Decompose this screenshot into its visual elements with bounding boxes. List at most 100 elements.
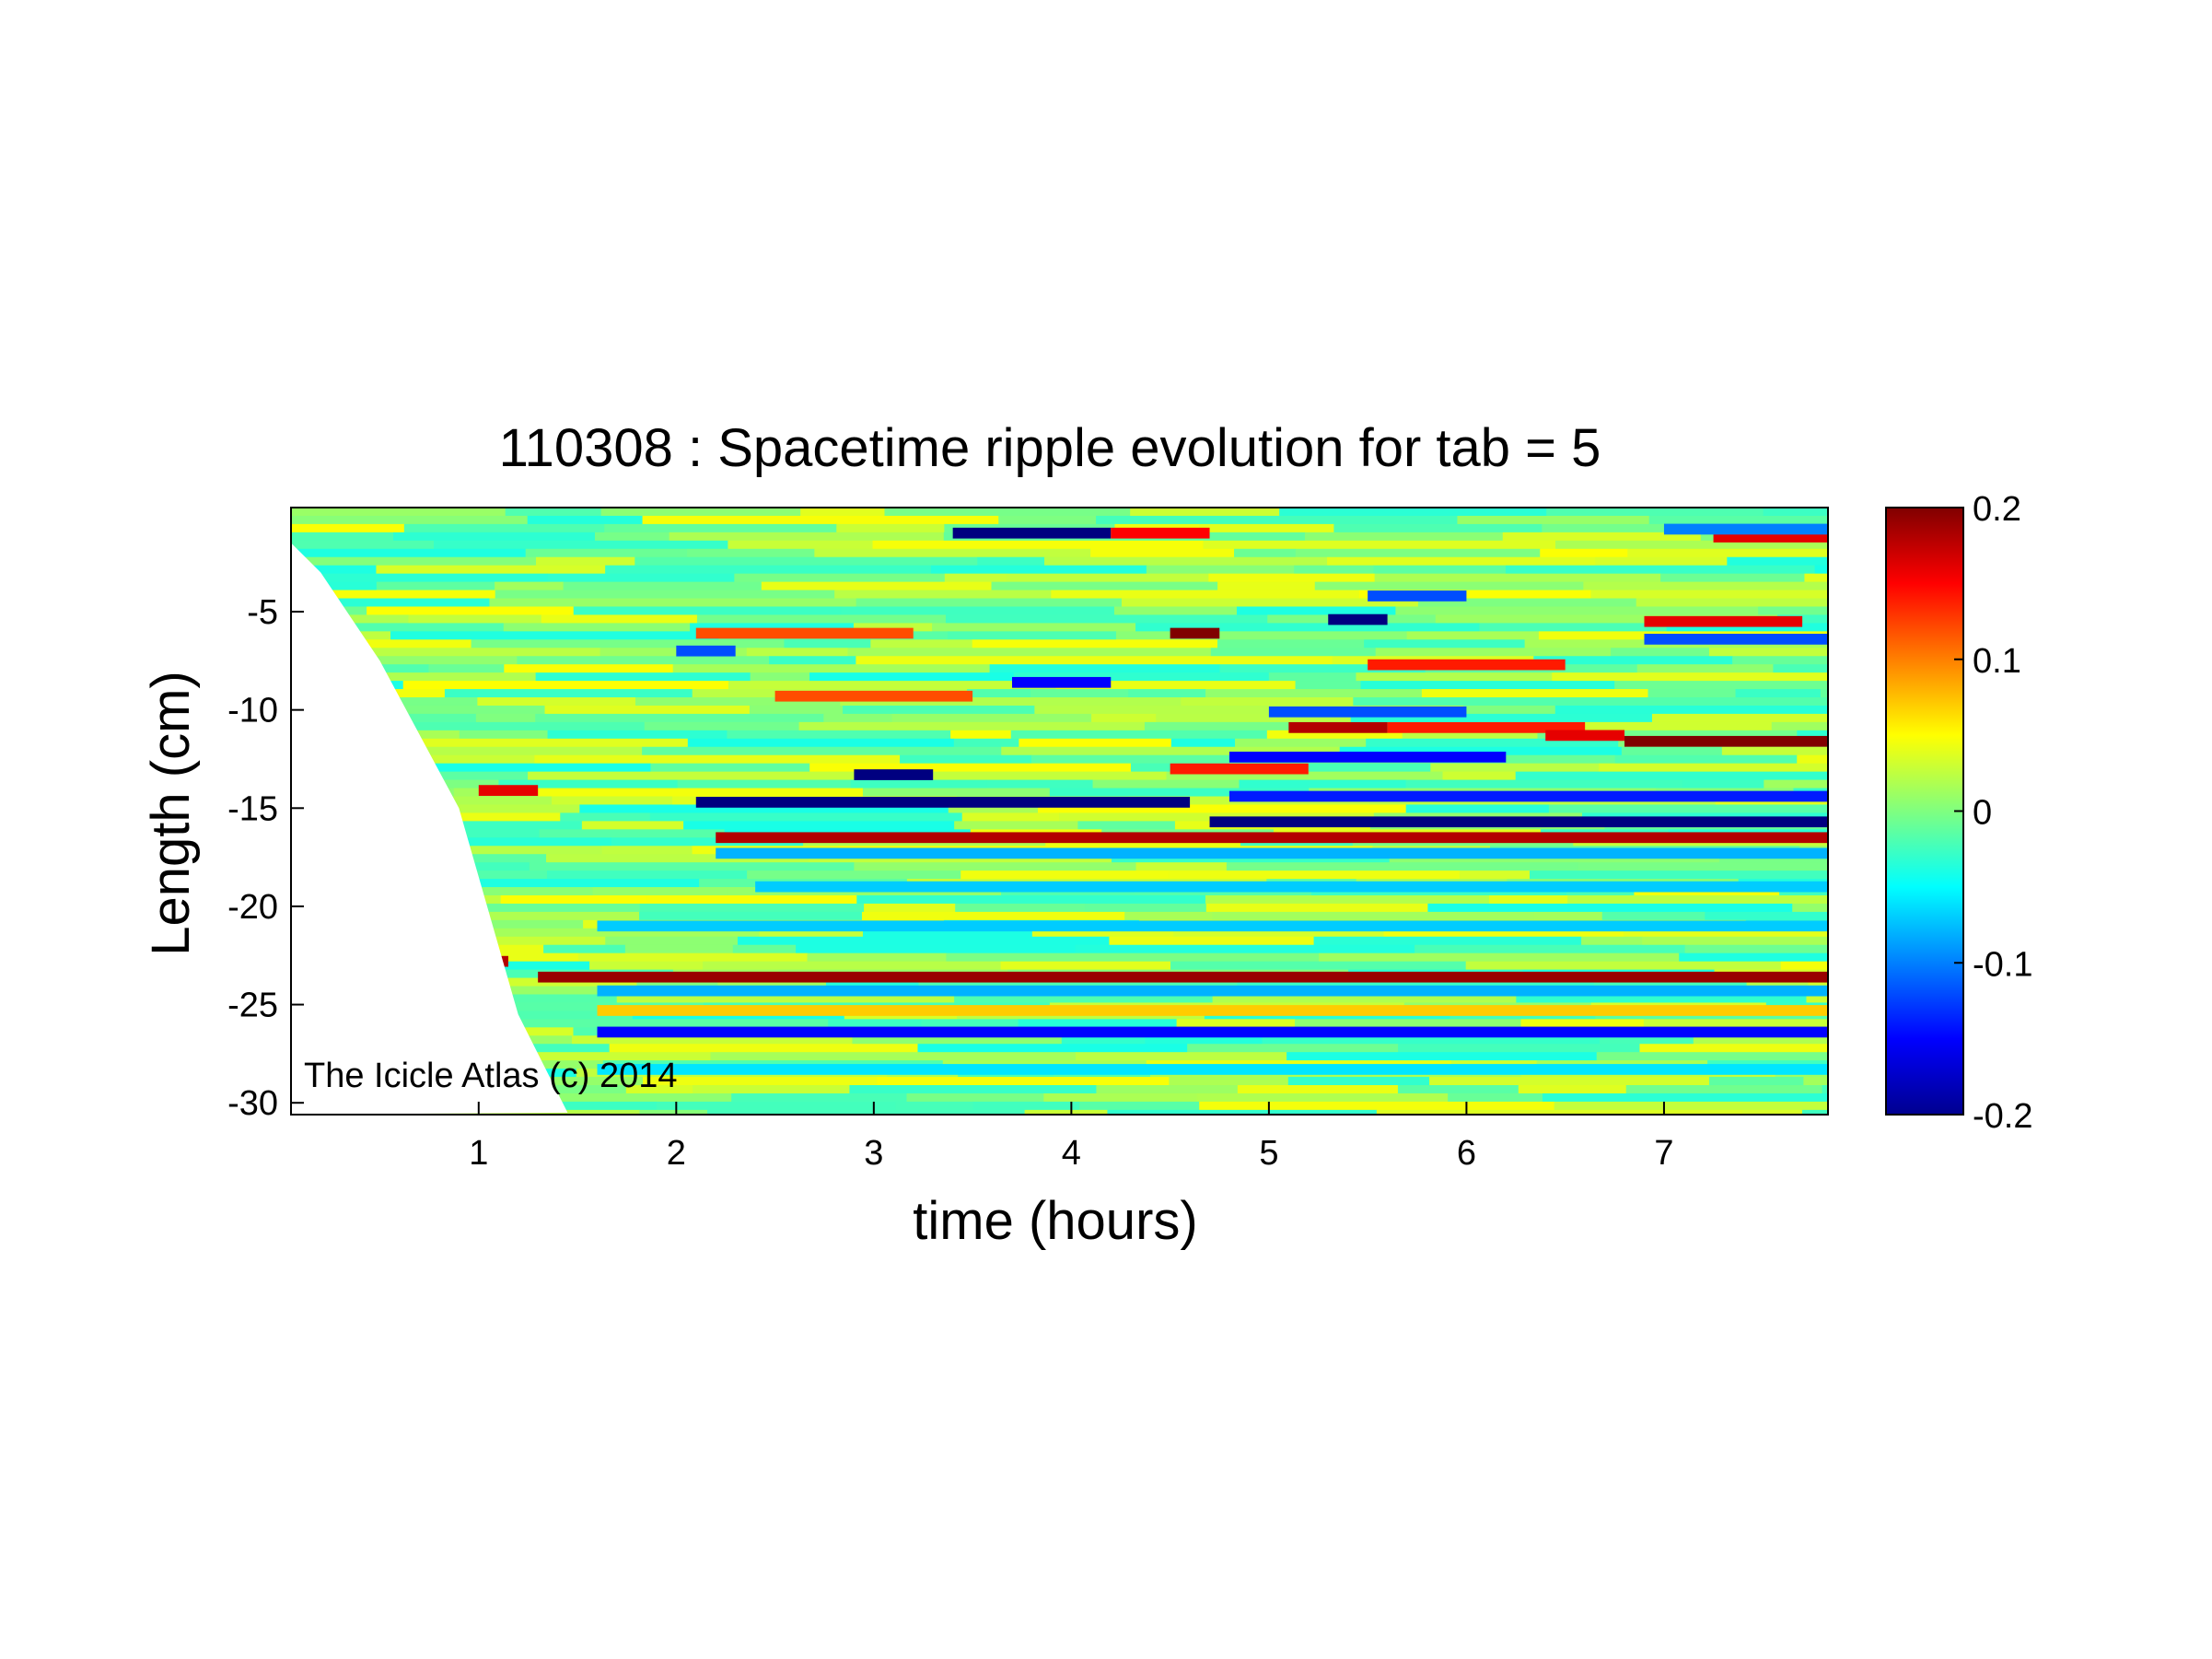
heatmap-cell xyxy=(1199,523,1334,533)
heatmap-cell xyxy=(541,614,698,624)
heatmap-cell xyxy=(1217,581,1316,591)
heatmap-cell xyxy=(1339,746,1623,756)
heatmap-cell xyxy=(503,623,691,632)
heatmap-cell xyxy=(1639,1044,1828,1053)
heatmap-cell xyxy=(1077,821,1176,830)
heatmap-cell xyxy=(1314,581,1584,591)
ripple-band xyxy=(1368,590,1467,602)
heatmap-cell xyxy=(677,779,852,789)
heatmap-cell xyxy=(616,994,955,1003)
heatmap-cell xyxy=(1373,565,1507,575)
plot-frame xyxy=(290,507,1829,1116)
heatmap-cell xyxy=(734,573,946,583)
heatmap-cell xyxy=(577,952,808,963)
heatmap-cell xyxy=(1741,1109,1803,1115)
heatmap-cell xyxy=(1295,681,1362,690)
heatmap-cell xyxy=(433,540,728,550)
heatmap-cell xyxy=(1554,705,1828,715)
heatmap-cell xyxy=(852,1035,1063,1045)
heatmap-cell xyxy=(291,721,646,731)
heatmap-cell xyxy=(527,515,644,525)
heatmap-cell xyxy=(1518,1085,1627,1094)
heatmap-cell xyxy=(693,1085,850,1094)
colorbar-tick-label: -0.2 xyxy=(1973,1097,2032,1136)
colorbar-tick-label: 0.1 xyxy=(1973,642,2021,681)
heatmap-cell xyxy=(746,648,848,657)
heatmap-cell xyxy=(1596,1052,1828,1061)
heatmap-cell xyxy=(1430,763,1600,773)
heatmap-cell xyxy=(601,846,693,855)
heatmap-cell xyxy=(543,944,626,954)
heatmap-cell xyxy=(1333,523,1543,533)
heatmap-cell xyxy=(1327,556,1596,567)
heatmap-cell xyxy=(998,515,1097,525)
heatmap-cell xyxy=(814,548,1091,558)
heatmap-cell xyxy=(953,738,1019,748)
heatmap-cell xyxy=(1031,754,1305,765)
heatmap-cell xyxy=(1666,623,1828,632)
heatmap-cell xyxy=(291,648,601,657)
heatmap-cell xyxy=(967,689,1031,698)
heatmap-cell xyxy=(1590,590,1828,600)
heatmap-cell xyxy=(669,532,945,542)
heatmap-cell xyxy=(642,1077,878,1086)
heatmap-cell xyxy=(495,581,565,591)
heatmap-cell xyxy=(1804,573,1828,583)
heatmap-cell xyxy=(1533,656,1733,665)
heatmap-cell xyxy=(1479,623,1668,632)
heatmap-cell xyxy=(840,697,1182,707)
ripple-band xyxy=(1170,627,1220,639)
heatmap-cell xyxy=(291,548,527,558)
heatmap-cell xyxy=(390,879,700,888)
ripple-band xyxy=(1328,613,1388,625)
heatmap-cell xyxy=(823,713,893,723)
heatmap-cell xyxy=(1024,1109,1108,1115)
heatmap-cell xyxy=(1013,672,1270,682)
heatmap-cell xyxy=(604,523,837,533)
ripple-band xyxy=(1644,615,1803,627)
heatmap-cell xyxy=(1319,952,1680,963)
heatmap-cell xyxy=(847,648,1212,657)
heatmap-cell xyxy=(809,672,1015,682)
heatmap-cell xyxy=(1435,614,1778,624)
x-tick-label: 3 xyxy=(864,1134,883,1173)
heatmap-cell xyxy=(683,821,955,830)
heatmap-cell xyxy=(891,713,1092,723)
heatmap-cell xyxy=(1236,606,1396,615)
heatmap-cell xyxy=(759,928,864,938)
heatmap-cell xyxy=(392,738,689,748)
x-tick-label: 6 xyxy=(1457,1134,1476,1173)
heatmap-cell xyxy=(960,870,1170,880)
heatmap-cell xyxy=(1797,754,1828,765)
heatmap-cell xyxy=(1205,903,1428,913)
heatmap-cell xyxy=(986,779,1094,789)
heatmap-cell xyxy=(546,870,748,880)
y-tick-label: -5 xyxy=(247,593,278,632)
ripple-band xyxy=(854,769,934,780)
heatmap-cell xyxy=(906,1092,1044,1103)
heatmap-cell xyxy=(861,911,1125,921)
heatmap-cell xyxy=(1113,606,1238,615)
ripple-band xyxy=(676,645,736,657)
heatmap-cell xyxy=(946,952,1320,963)
ripple-band xyxy=(597,1026,1828,1038)
heatmap-cell xyxy=(862,788,1051,798)
heatmap-cell xyxy=(1405,779,1683,789)
heatmap-cell xyxy=(644,721,800,731)
heatmap-cell xyxy=(862,928,1033,938)
heatmap-cell xyxy=(1771,721,1828,731)
heatmap-cell xyxy=(403,523,605,533)
heatmap-cell xyxy=(1356,672,1553,682)
heatmap-cell xyxy=(1540,548,1628,558)
ripple-band xyxy=(952,527,1112,539)
heatmap-cell xyxy=(503,1052,711,1061)
heatmap-cell xyxy=(1226,862,1579,871)
heatmap-cell xyxy=(1210,648,1377,657)
heatmap-cell xyxy=(1621,746,1723,756)
heatmap-cell xyxy=(769,656,856,665)
heatmap-cell xyxy=(856,894,1206,905)
heatmap-cell xyxy=(529,862,855,871)
heatmap-cell xyxy=(1520,1019,1645,1028)
heatmap-cell xyxy=(864,903,956,913)
heatmap-cell xyxy=(563,581,763,591)
